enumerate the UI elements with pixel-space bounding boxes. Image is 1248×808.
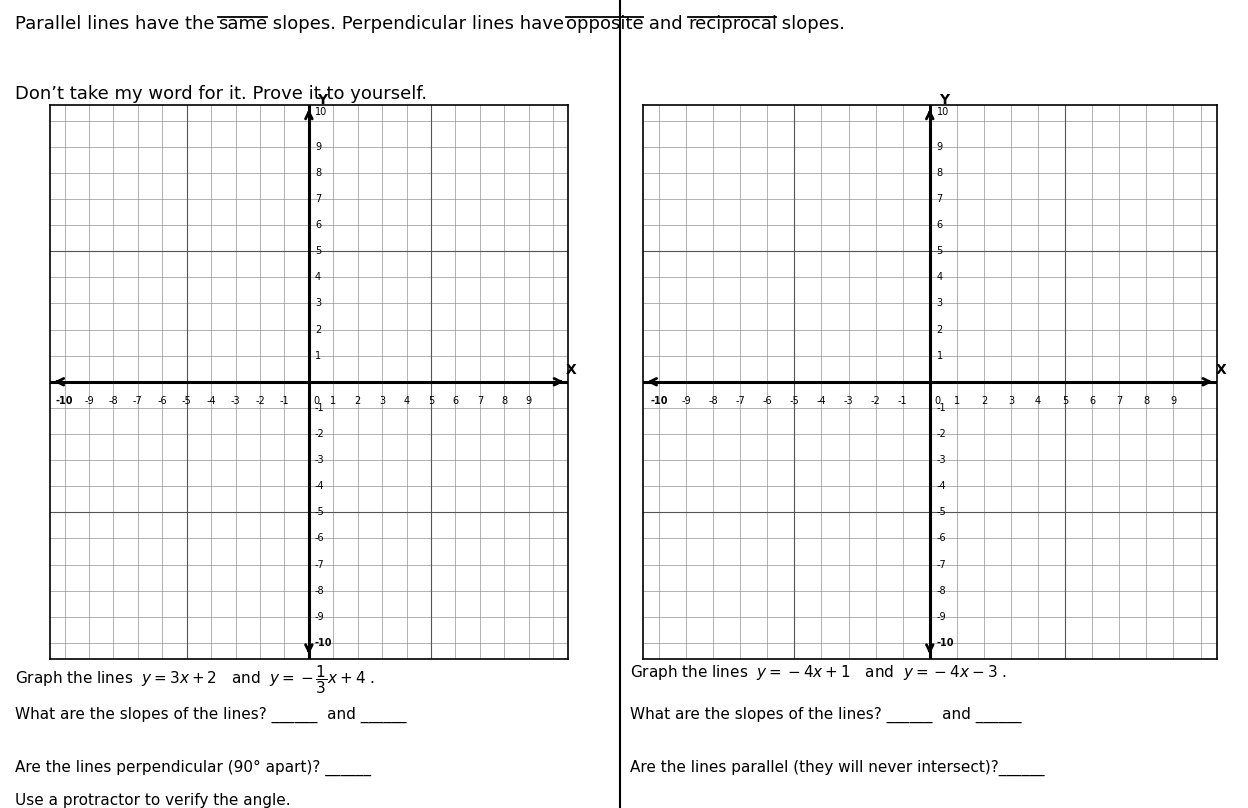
Text: -8: -8 bbox=[109, 396, 119, 406]
Text: -4: -4 bbox=[816, 396, 826, 406]
Text: 0: 0 bbox=[313, 396, 319, 406]
Text: opposite: opposite bbox=[567, 15, 644, 32]
Text: -4: -4 bbox=[314, 482, 324, 491]
Text: -9: -9 bbox=[84, 396, 94, 406]
Text: 6: 6 bbox=[1090, 396, 1096, 406]
Text: -3: -3 bbox=[844, 396, 854, 406]
Text: 8: 8 bbox=[502, 396, 508, 406]
Text: 10: 10 bbox=[314, 107, 327, 117]
Text: 2: 2 bbox=[981, 396, 987, 406]
Text: -7: -7 bbox=[735, 396, 745, 406]
Text: -10: -10 bbox=[56, 396, 74, 406]
Text: and: and bbox=[643, 15, 689, 32]
Text: 2: 2 bbox=[314, 325, 321, 335]
Text: -6: -6 bbox=[314, 533, 324, 544]
Text: 10: 10 bbox=[936, 107, 948, 117]
Text: -9: -9 bbox=[936, 612, 946, 621]
Text: 5: 5 bbox=[428, 396, 434, 406]
Text: -5: -5 bbox=[314, 507, 324, 517]
Text: 4: 4 bbox=[314, 272, 321, 282]
Text: -10: -10 bbox=[314, 638, 332, 648]
Text: -5: -5 bbox=[790, 396, 799, 406]
Text: 2: 2 bbox=[936, 325, 942, 335]
Text: 4: 4 bbox=[403, 396, 409, 406]
Text: 1: 1 bbox=[314, 351, 321, 360]
Text: -8: -8 bbox=[936, 586, 946, 595]
Text: -8: -8 bbox=[314, 586, 324, 595]
Text: -3: -3 bbox=[314, 455, 324, 465]
Text: -8: -8 bbox=[709, 396, 718, 406]
Text: slopes. Perpendicular lines have: slopes. Perpendicular lines have bbox=[267, 15, 569, 32]
Text: -6: -6 bbox=[157, 396, 167, 406]
Text: -4: -4 bbox=[206, 396, 216, 406]
Text: 6: 6 bbox=[314, 220, 321, 230]
Text: -4: -4 bbox=[936, 482, 946, 491]
Text: -1: -1 bbox=[897, 396, 907, 406]
Text: -7: -7 bbox=[134, 396, 142, 406]
Text: 3: 3 bbox=[936, 298, 942, 309]
Text: 3: 3 bbox=[379, 396, 386, 406]
Text: Use a protractor to verify the angle.: Use a protractor to verify the angle. bbox=[15, 793, 291, 808]
Text: 9: 9 bbox=[525, 396, 532, 406]
Text: -3: -3 bbox=[936, 455, 946, 465]
Text: -3: -3 bbox=[231, 396, 241, 406]
Text: 6: 6 bbox=[452, 396, 458, 406]
Text: 7: 7 bbox=[1116, 396, 1122, 406]
Text: same: same bbox=[218, 15, 267, 32]
Text: -2: -2 bbox=[314, 429, 324, 439]
Text: -2: -2 bbox=[936, 429, 946, 439]
Text: 3: 3 bbox=[1008, 396, 1015, 406]
Text: Graph the lines  $y = -4x + 1$   and  $y = -4x - 3$ .: Graph the lines $y = -4x + 1$ and $y = -… bbox=[630, 663, 1007, 682]
Text: -5: -5 bbox=[182, 396, 192, 406]
Text: -7: -7 bbox=[314, 559, 324, 570]
Text: Graph the lines  $y = 3x + 2$   and  $y = -\dfrac{1}{3}x + 4$ .: Graph the lines $y = 3x + 2$ and $y = -\… bbox=[15, 663, 376, 696]
Text: -1: -1 bbox=[280, 396, 290, 406]
Text: -2: -2 bbox=[871, 396, 881, 406]
Text: -7: -7 bbox=[936, 559, 946, 570]
Text: 8: 8 bbox=[314, 168, 321, 178]
Text: -1: -1 bbox=[314, 403, 324, 413]
Text: Are the lines perpendicular (90° apart)? ______: Are the lines perpendicular (90° apart)?… bbox=[15, 760, 371, 776]
Text: 1: 1 bbox=[953, 396, 960, 406]
Text: 1: 1 bbox=[331, 396, 337, 406]
Text: 8: 8 bbox=[1143, 396, 1149, 406]
Text: -10: -10 bbox=[650, 396, 668, 406]
Text: 6: 6 bbox=[936, 220, 942, 230]
Text: What are the slopes of the lines? ______  and ______: What are the slopes of the lines? ______… bbox=[630, 706, 1022, 722]
Text: 9: 9 bbox=[936, 142, 942, 152]
Text: 0: 0 bbox=[935, 396, 941, 406]
Text: 7: 7 bbox=[936, 194, 942, 204]
Text: Y: Y bbox=[317, 93, 327, 107]
Text: 2: 2 bbox=[354, 396, 361, 406]
Text: Parallel lines have the: Parallel lines have the bbox=[15, 15, 220, 32]
Text: -10: -10 bbox=[936, 638, 953, 648]
Text: -9: -9 bbox=[314, 612, 324, 621]
Text: Y: Y bbox=[940, 93, 950, 107]
Text: slopes.: slopes. bbox=[776, 15, 845, 32]
Text: -9: -9 bbox=[681, 396, 691, 406]
Text: 5: 5 bbox=[314, 246, 321, 256]
Text: What are the slopes of the lines? ______  and ______: What are the slopes of the lines? ______… bbox=[15, 706, 407, 722]
Text: -6: -6 bbox=[763, 396, 773, 406]
Text: Don’t take my word for it. Prove it to yourself.: Don’t take my word for it. Prove it to y… bbox=[15, 85, 427, 103]
Text: 9: 9 bbox=[1171, 396, 1177, 406]
Text: 9: 9 bbox=[314, 142, 321, 152]
Text: reciprocal: reciprocal bbox=[688, 15, 778, 32]
Text: Are the lines parallel (they will never intersect)?______: Are the lines parallel (they will never … bbox=[630, 760, 1045, 776]
Text: 5: 5 bbox=[936, 246, 942, 256]
Text: 7: 7 bbox=[477, 396, 483, 406]
Text: 7: 7 bbox=[314, 194, 321, 204]
Text: X: X bbox=[567, 363, 577, 377]
Text: -5: -5 bbox=[936, 507, 946, 517]
Text: 3: 3 bbox=[314, 298, 321, 309]
Text: X: X bbox=[1216, 363, 1227, 377]
Text: 8: 8 bbox=[936, 168, 942, 178]
Text: -6: -6 bbox=[936, 533, 946, 544]
Text: 4: 4 bbox=[936, 272, 942, 282]
Text: -1: -1 bbox=[936, 403, 946, 413]
Text: 1: 1 bbox=[936, 351, 942, 360]
Text: 4: 4 bbox=[1035, 396, 1041, 406]
Text: -2: -2 bbox=[255, 396, 265, 406]
Text: 5: 5 bbox=[1062, 396, 1068, 406]
